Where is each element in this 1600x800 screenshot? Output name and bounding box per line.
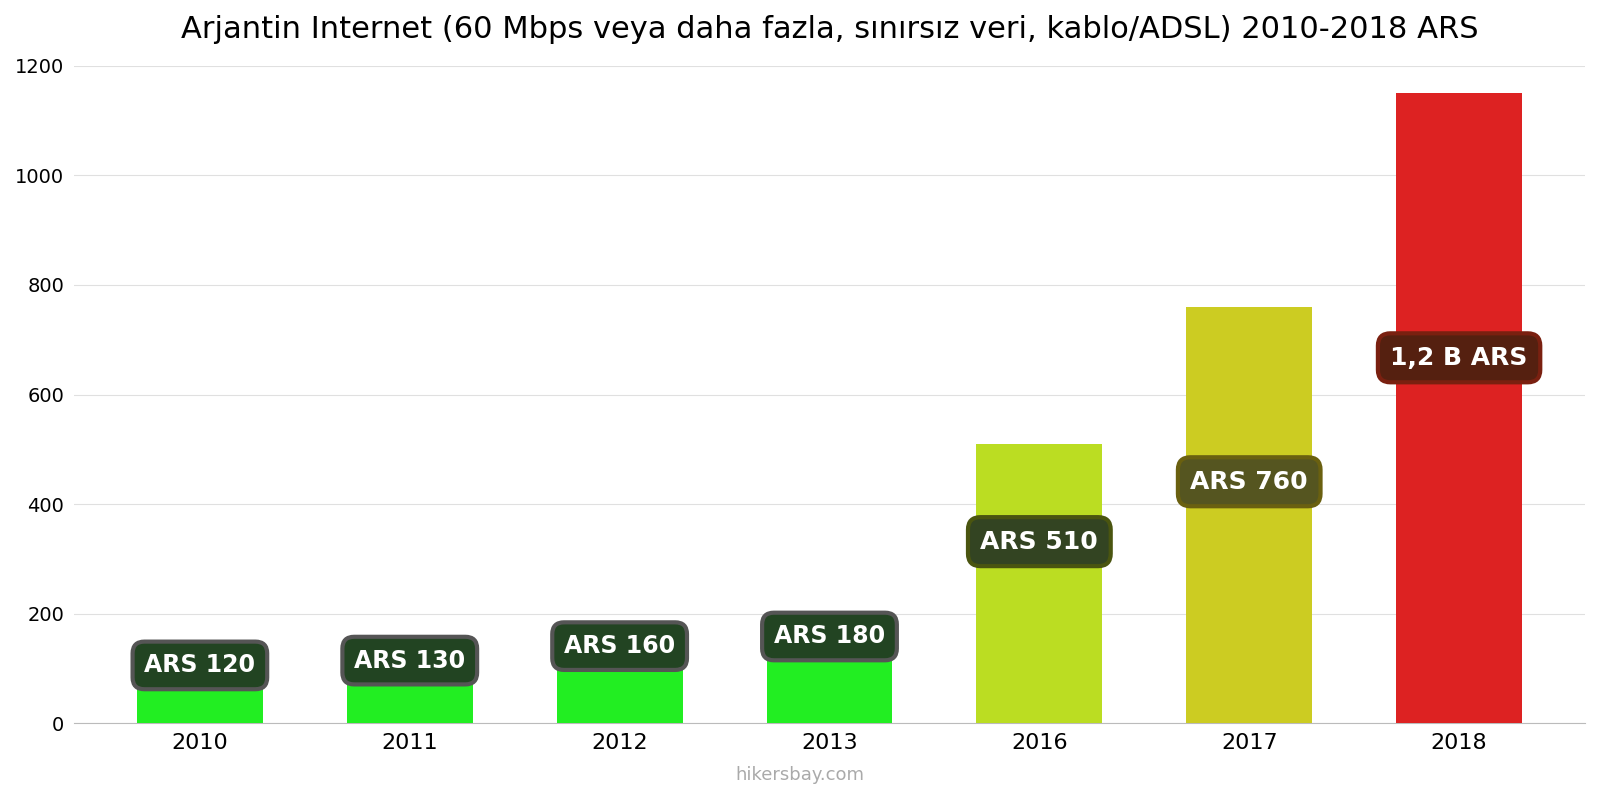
- Bar: [557, 636, 683, 723]
- Text: hikersbay.com: hikersbay.com: [736, 766, 864, 784]
- Text: ARS 120: ARS 120: [144, 654, 256, 678]
- Bar: [1186, 307, 1312, 723]
- Bar: [766, 625, 893, 723]
- Text: ARS 180: ARS 180: [774, 625, 885, 649]
- Bar: [976, 444, 1102, 723]
- Text: ARS 760: ARS 760: [1190, 470, 1309, 494]
- Text: ARS 510: ARS 510: [981, 530, 1098, 554]
- Text: 1,2 B ARS: 1,2 B ARS: [1390, 346, 1528, 370]
- Text: ARS 160: ARS 160: [565, 634, 675, 658]
- Bar: [347, 652, 472, 723]
- Text: ARS 130: ARS 130: [354, 649, 466, 673]
- Bar: [1397, 93, 1522, 723]
- Bar: [138, 658, 262, 723]
- Title: Arjantin Internet (60 Mbps veya daha fazla, sınırsız veri, kablo/ADSL) 2010-2018: Arjantin Internet (60 Mbps veya daha faz…: [181, 15, 1478, 44]
